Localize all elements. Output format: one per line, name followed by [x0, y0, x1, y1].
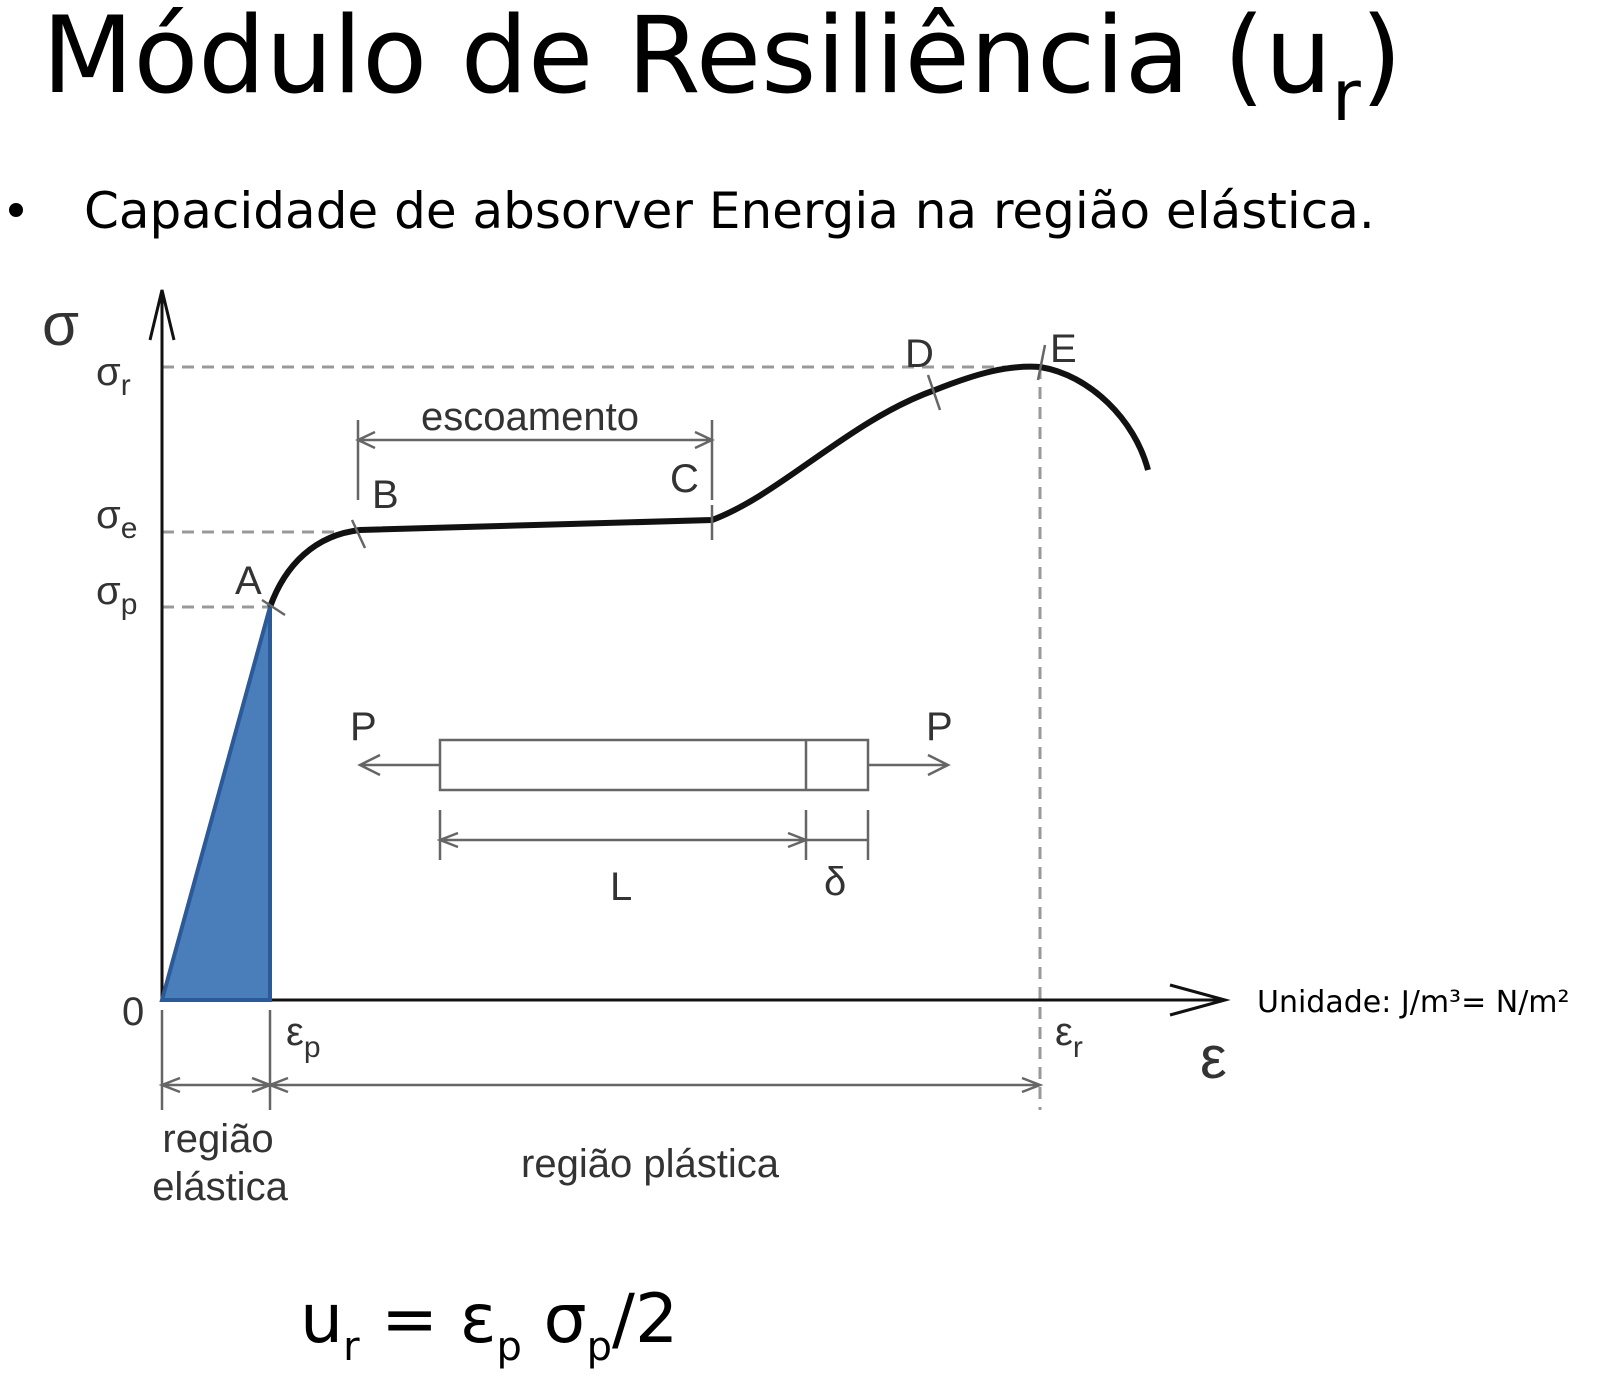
symbol: ε — [286, 1010, 304, 1054]
stress-strain-curve — [267, 363, 1151, 609]
specimen — [357, 738, 951, 860]
x-axis-label: ε — [1200, 1024, 1227, 1091]
symbol: ε — [1055, 1010, 1073, 1054]
formula-part: = ε — [360, 1280, 497, 1359]
point-ticks — [261, 344, 1047, 617]
origin-label: 0 — [122, 990, 144, 1034]
symbol: σ — [96, 493, 121, 537]
elastic-region-label: região — [162, 1117, 273, 1161]
sigma-p-label: σp — [96, 569, 137, 621]
point-label: D — [905, 332, 934, 376]
resilience-area — [159, 606, 272, 1002]
formula-sub: r — [343, 1324, 360, 1370]
load-label: P — [926, 705, 953, 749]
sub: r — [1073, 1031, 1083, 1064]
yield-label: escoamento — [421, 395, 639, 439]
sigma-e-label: σe — [96, 493, 137, 545]
formula-part: /2 — [612, 1280, 678, 1359]
symbol: σ — [96, 569, 121, 613]
formula-part: u — [300, 1280, 343, 1359]
unit-note: Unidade: J/m³= N/m² — [1257, 985, 1570, 1020]
eps-p-label: εp — [286, 1010, 321, 1064]
sub: p — [121, 588, 138, 621]
sigma-r-label: σr — [96, 350, 131, 402]
title: Módulo de Resiliência (ur) — [42, 0, 1402, 137]
title-sub: r — [1332, 55, 1361, 137]
bullet-dot — [9, 203, 23, 217]
title-text: Módulo de Resiliência (u — [42, 0, 1332, 117]
sub: e — [121, 512, 138, 545]
point-label: B — [372, 473, 399, 517]
elongation-label: δ — [824, 860, 846, 904]
point-label: A — [235, 559, 262, 603]
sub: p — [304, 1031, 321, 1064]
axes — [148, 289, 1231, 1017]
y-axis-label: σ — [42, 291, 79, 358]
plastic-region-label: região plástica — [521, 1142, 780, 1186]
formula: ur = εp σp/2 — [300, 1280, 678, 1370]
sub: r — [121, 369, 131, 402]
region-dimensions — [158, 1010, 1044, 1110]
point-label: E — [1050, 327, 1077, 371]
length-label: L — [610, 865, 632, 909]
formula-sub: p — [497, 1324, 522, 1370]
bullet: Capacidade de absorver Energia na região… — [84, 182, 1375, 240]
yield-dimension — [355, 420, 715, 500]
symbol: σ — [96, 350, 121, 394]
formula-part: σ — [522, 1280, 587, 1359]
title-close: ) — [1361, 0, 1402, 117]
formula-sub: p — [587, 1324, 612, 1370]
point-label: C — [670, 457, 699, 501]
load-label: P — [350, 705, 377, 749]
eps-r-label: εr — [1055, 1010, 1083, 1064]
elastic-region-label: elástica — [152, 1165, 288, 1209]
